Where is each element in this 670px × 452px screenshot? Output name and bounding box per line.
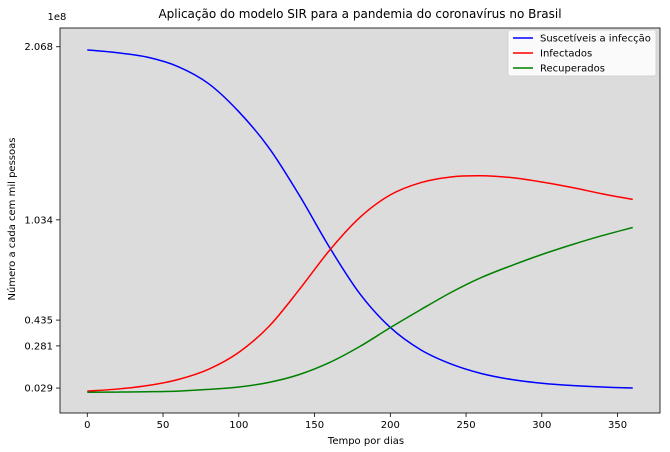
y-tick-label: 2.068 (24, 42, 53, 53)
plot-frame (59, 27, 661, 414)
series-line-3 (87, 226, 633, 393)
y-tick-label: 1.034 (24, 215, 53, 226)
y-offset-label: 1e8 (48, 12, 67, 23)
series-line-1 (87, 49, 633, 389)
x-axis: 0 50 100 150 200 250 300 350 (84, 413, 627, 431)
legend-label: Infectados (540, 49, 592, 60)
legend-label: Recuperados (540, 64, 605, 75)
plot-area (60, 28, 660, 413)
y-tick-label: 0.029 (24, 384, 53, 395)
series-lines (87, 49, 633, 393)
legend-label: Suscetíveis a infecção (540, 33, 651, 45)
series-line-2 (87, 175, 633, 392)
legend: Suscetíveis a infecção Infectados Recupera… (507, 29, 657, 77)
x-tick-label: 150 (305, 420, 324, 431)
y-axis: 0.029 0.281 0.435 1.034 2.068 (24, 42, 60, 395)
x-tick-label: 250 (457, 420, 476, 431)
x-tick-label: 300 (532, 420, 551, 431)
x-tick-label: 350 (608, 420, 627, 431)
x-tick-label: 100 (229, 420, 248, 431)
chart-title: Aplicação do modelo SIR para a pandemia … (158, 7, 561, 21)
x-tick-label: 50 (157, 420, 170, 431)
legend-entries: Suscetíveis a infecção Infectados Recupera… (513, 33, 651, 75)
x-axis-label: Tempo por dias (327, 436, 404, 447)
x-tick-label: 200 (381, 420, 400, 431)
x-tick-label: 0 (84, 420, 90, 431)
y-axis-label: Número a cada cem mil pessoas (6, 138, 18, 301)
y-tick-label: 0.435 (24, 316, 53, 327)
legend-box (507, 29, 657, 77)
y-tick-label: 0.281 (24, 341, 53, 352)
